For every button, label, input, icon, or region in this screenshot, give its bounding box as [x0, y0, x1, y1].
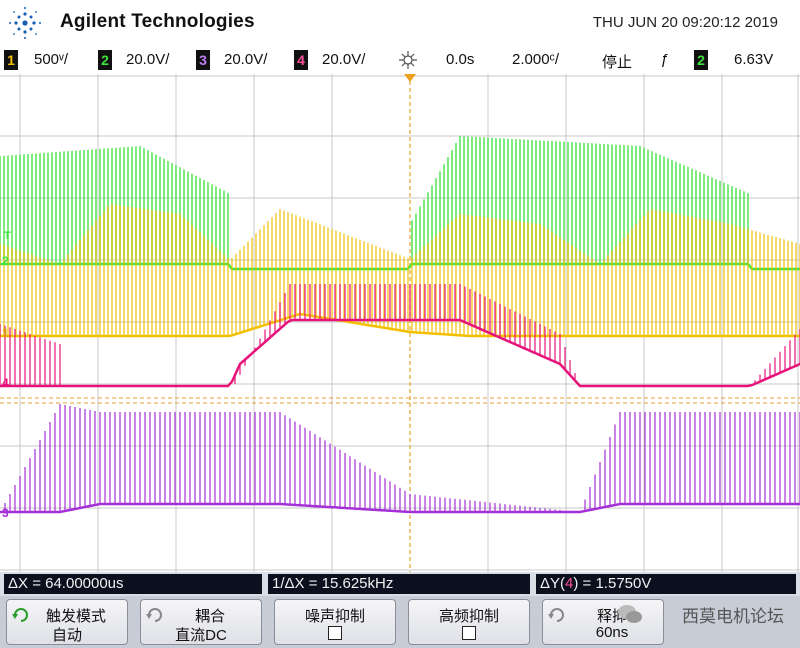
hf-reject-checkbox[interactable] [462, 626, 476, 641]
date-time: THU JUN 20 09:20:12 2019 [592, 14, 778, 31]
channel-3-badge[interactable]: 3 [196, 50, 210, 70]
softkey-noise-reject[interactable]: 噪声抑制 [274, 599, 396, 645]
delta-y-prefix: ΔY( [540, 575, 566, 592]
waveform-canvas [0, 74, 800, 572]
channel-3-trace-pulses [4, 404, 800, 512]
measurement-bar: ΔX = 64.00000us 1/ΔX = 15.625kHz ΔY(4) =… [0, 572, 800, 596]
channel-4-badge[interactable]: 4 [294, 50, 308, 70]
channel-4-ground-marker[interactable]: 4 [2, 376, 9, 390]
trigger-position-icon [399, 51, 417, 69]
softkey-holdoff-label: 释抑 [596, 608, 627, 625]
channel-1-ground-marker[interactable]: 1 [2, 326, 9, 340]
noise-reject-checkbox[interactable] [328, 626, 342, 641]
softkey-bar: 触发模式 自动 耦合 直流DC 噪声抑制 高频抑制 释抑 60ns [0, 596, 800, 648]
wechat-icon [618, 605, 642, 623]
channel-1-badge[interactable]: 1 [4, 50, 18, 70]
softkey-coupling-label: 耦合 [194, 608, 225, 625]
channel-1-trace-baseline [0, 312, 800, 338]
trigger-level[interactable]: 6.63V [734, 51, 774, 68]
time-scale[interactable]: 2.000ᶜ/ [512, 51, 560, 68]
delta-x-readout: ΔX = 64.00000us [4, 574, 262, 594]
softkey-holdoff-value: 60ns [595, 624, 629, 641]
channel-2-trace-pulses [0, 136, 749, 264]
trigger-channel-badge[interactable]: 2 [694, 50, 708, 70]
softkey-hf-reject[interactable]: 高频抑制 [408, 599, 530, 645]
rotate-knob-icon [12, 608, 28, 622]
time-delay[interactable]: 0.0s [446, 51, 475, 68]
softkey-trigger-mode-value: 自动 [51, 627, 82, 644]
channel-2-badge[interactable]: 2 [98, 50, 112, 70]
softkey-noise-reject-label: 噪声抑制 [304, 608, 365, 625]
cursor-lines [0, 397, 800, 404]
channel-4-scale[interactable]: 20.0V/ [322, 51, 366, 68]
channel-4-trace-baseline [0, 318, 800, 388]
channel-bar: 1 500ᵛ/ 2 20.0V/ 3 20.0V/ 4 20.0V/ 0.0s … [0, 46, 800, 74]
run-state[interactable]: 停止 [602, 54, 633, 71]
inverse-delta-x-readout: 1/ΔX = 15.625kHz [268, 574, 530, 594]
title-bar: Agilent Technologies THU JUN 20 09:20:12… [0, 0, 800, 44]
softkey-trigger-mode-label: 触发模式 [45, 608, 106, 625]
watermark-text: 西莫电机论坛 [682, 607, 784, 626]
softkey-coupling-value: 直流DC [175, 627, 227, 644]
waveform-display[interactable]: T 2 1 4 3 [0, 74, 800, 572]
softkey-hf-reject-value [409, 624, 529, 641]
softkey-noise-reject-value [275, 624, 395, 641]
softkey-holdoff[interactable]: 释抑 60ns [542, 599, 664, 645]
channel-4-trace-pulses [0, 284, 800, 386]
agilent-spark-logo [9, 7, 41, 39]
rotate-knob-icon [146, 608, 162, 622]
delta-y-readout: ΔY(4) = 1.5750V [536, 574, 796, 594]
delta-y-channel: 4 [565, 575, 574, 592]
channel-3-ground-marker[interactable]: 3 [2, 506, 9, 520]
channel-3-trace-baseline [0, 502, 800, 514]
trigger-slope-icon: ƒ [660, 51, 669, 68]
channel-2-ground-marker[interactable]: 2 [2, 254, 9, 268]
channel-1-scale[interactable]: 500ᵛ/ [34, 51, 69, 68]
rotate-knob-icon [548, 608, 564, 622]
channel-3-scale[interactable]: 20.0V/ [224, 51, 268, 68]
delta-y-value: ) = 1.5750V [573, 575, 652, 592]
trigger-level-marker[interactable]: T [4, 230, 11, 242]
channel-1-trace-pulses [0, 204, 800, 336]
trigger-time-marker [404, 74, 416, 82]
softkey-trigger-mode[interactable]: 触发模式 自动 [6, 599, 128, 645]
channel-2-scale[interactable]: 20.0V/ [126, 51, 170, 68]
softkey-coupling[interactable]: 耦合 直流DC [140, 599, 262, 645]
brand-name: Agilent Technologies [60, 11, 255, 32]
softkey-hf-reject-label: 高频抑制 [438, 608, 499, 625]
